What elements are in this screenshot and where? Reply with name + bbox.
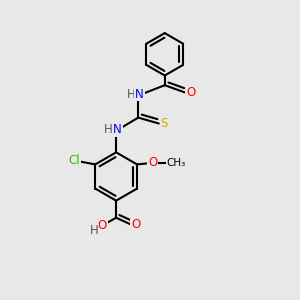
Text: O: O bbox=[148, 157, 157, 169]
Text: O: O bbox=[98, 219, 106, 232]
Text: O: O bbox=[131, 218, 140, 231]
Text: S: S bbox=[160, 117, 168, 130]
Text: N: N bbox=[113, 123, 122, 136]
Text: N: N bbox=[135, 88, 144, 100]
Text: Cl: Cl bbox=[69, 154, 80, 167]
Text: H: H bbox=[127, 88, 135, 100]
Text: H: H bbox=[90, 224, 98, 238]
Text: H: H bbox=[103, 123, 112, 136]
Text: O: O bbox=[186, 86, 195, 99]
Text: CH₃: CH₃ bbox=[167, 158, 186, 168]
